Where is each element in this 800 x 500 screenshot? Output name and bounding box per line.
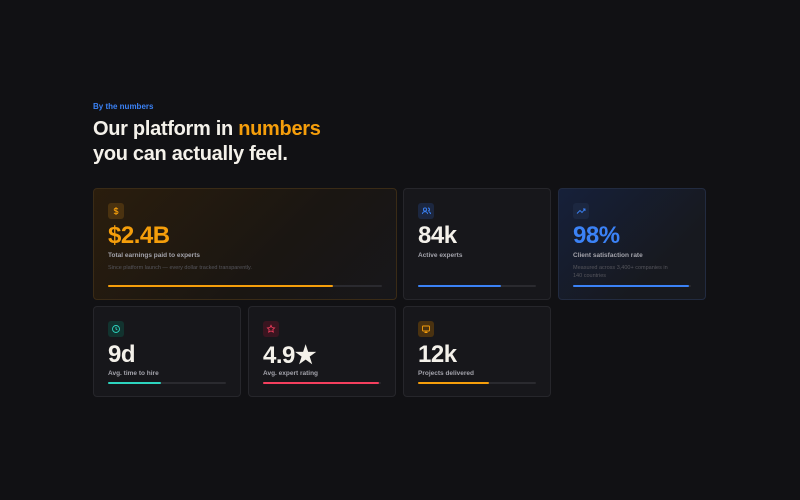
progress-track: [263, 382, 381, 384]
stat-description: Since platform launch — every dollar tra…: [108, 265, 252, 271]
progress-fill: [263, 382, 379, 384]
heading-prefix: Our platform in: [93, 118, 233, 140]
progress-fill: [108, 285, 333, 287]
stat-value: 9d: [108, 341, 136, 368]
progress-track: [108, 382, 226, 384]
stat-card: 98% Client satisfaction rate Measured ac…: [558, 188, 706, 300]
progress-track: [418, 285, 536, 287]
stat-label: Active experts: [418, 252, 463, 259]
stat-card: 9d Avg. time to hire: [93, 306, 241, 397]
heading-highlight: numbers: [238, 118, 321, 140]
stat-card: 12k Projects delivered: [403, 306, 551, 397]
stat-value: 12k: [418, 341, 457, 368]
stat-card: 84k Active experts: [403, 188, 551, 300]
eyebrow: By the numbers: [93, 102, 154, 111]
stat-value: 84k: [418, 222, 457, 249]
icon: [573, 203, 589, 219]
icon: [108, 203, 124, 219]
progress-fill: [418, 382, 489, 384]
progress-fill: [108, 382, 162, 384]
stat-label: Avg. expert rating: [263, 370, 319, 377]
icon: [263, 321, 279, 337]
progress-fill: [573, 285, 689, 287]
stat-label: Total earnings paid to experts: [108, 252, 200, 259]
progress-fill: [418, 285, 501, 287]
stat-label: Projects delivered: [418, 370, 474, 377]
stat-card: $2.4B Total earnings paid to experts Sin…: [93, 188, 397, 300]
stat-label: Avg. time to hire: [108, 370, 159, 377]
heading-line: you can actually feel.: [93, 143, 288, 165]
stat-value: 4.9★: [263, 342, 316, 369]
icon: [418, 203, 434, 219]
stat-value: $2.4B: [108, 222, 170, 249]
progress-track: [108, 285, 382, 287]
stat-value: 98%: [573, 222, 620, 249]
heading-line: Our platform in numbers: [93, 118, 321, 141]
stat-description: Measured across 3,400+ companies in 140 …: [573, 265, 668, 279]
progress-track: [573, 285, 691, 287]
stat-label: Client satisfaction rate: [573, 252, 643, 259]
progress-track: [418, 382, 536, 384]
icon: [108, 321, 124, 337]
icon: [418, 321, 434, 337]
stat-card: 4.9★ Avg. expert rating: [248, 306, 396, 397]
